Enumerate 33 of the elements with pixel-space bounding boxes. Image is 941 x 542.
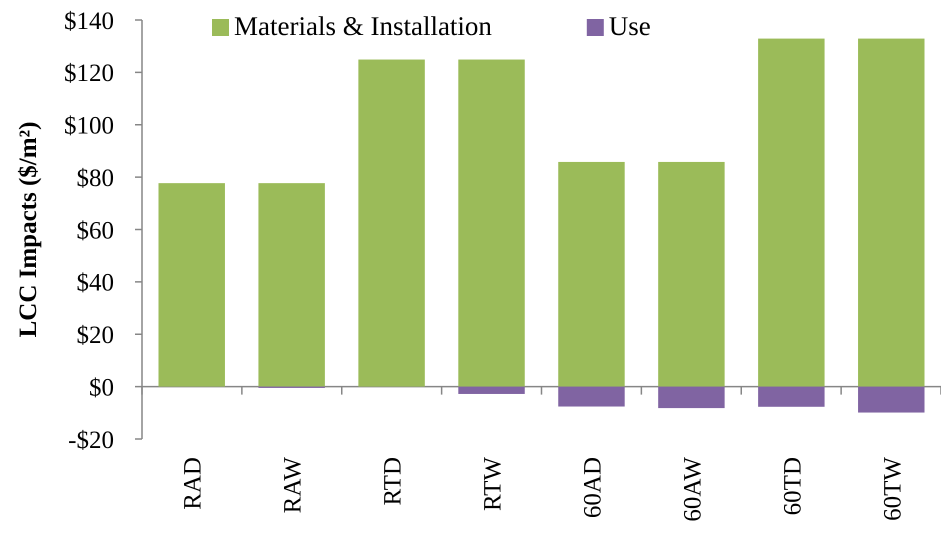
- x-tick-label: 60AD: [579, 457, 606, 518]
- bar: [758, 386, 825, 407]
- y-tick-label: $40: [76, 270, 114, 297]
- x-tick-label: 60TD: [779, 457, 806, 516]
- y-tick-label: -$20: [68, 426, 114, 454]
- x-tick-label: RTD: [380, 457, 407, 506]
- bar: [558, 386, 625, 407]
- x-tick-label: 60AW: [679, 456, 706, 522]
- bar: [858, 386, 925, 413]
- y-tick-label: $60: [76, 217, 114, 244]
- bar: [158, 183, 225, 387]
- legend-label: Materials & Installation: [234, 11, 492, 41]
- bar: [358, 60, 425, 387]
- bar: [558, 162, 625, 387]
- bar: [458, 386, 525, 394]
- y-tick-label: $120: [64, 60, 114, 88]
- bar: [658, 162, 725, 387]
- y-tick-label: $20: [76, 322, 114, 349]
- y-axis-title: LCC Impacts ($/m²): [15, 122, 42, 338]
- x-tick-label: RTW: [480, 456, 507, 512]
- x-tick-label: RAW: [280, 456, 307, 514]
- y-tick-label: $140: [64, 8, 114, 35]
- bar: [758, 38, 825, 387]
- y-tick-label: $100: [64, 112, 114, 140]
- y-tick-label: $0: [89, 374, 114, 402]
- legend-label: Use: [608, 11, 651, 41]
- y-tick-label: $80: [76, 164, 114, 192]
- bar: [858, 38, 925, 387]
- x-tick-label: 60TW: [879, 456, 906, 521]
- x-tick-label: RAD: [180, 457, 207, 510]
- bar: [258, 183, 325, 387]
- bar: [658, 386, 725, 408]
- bar: [458, 60, 525, 387]
